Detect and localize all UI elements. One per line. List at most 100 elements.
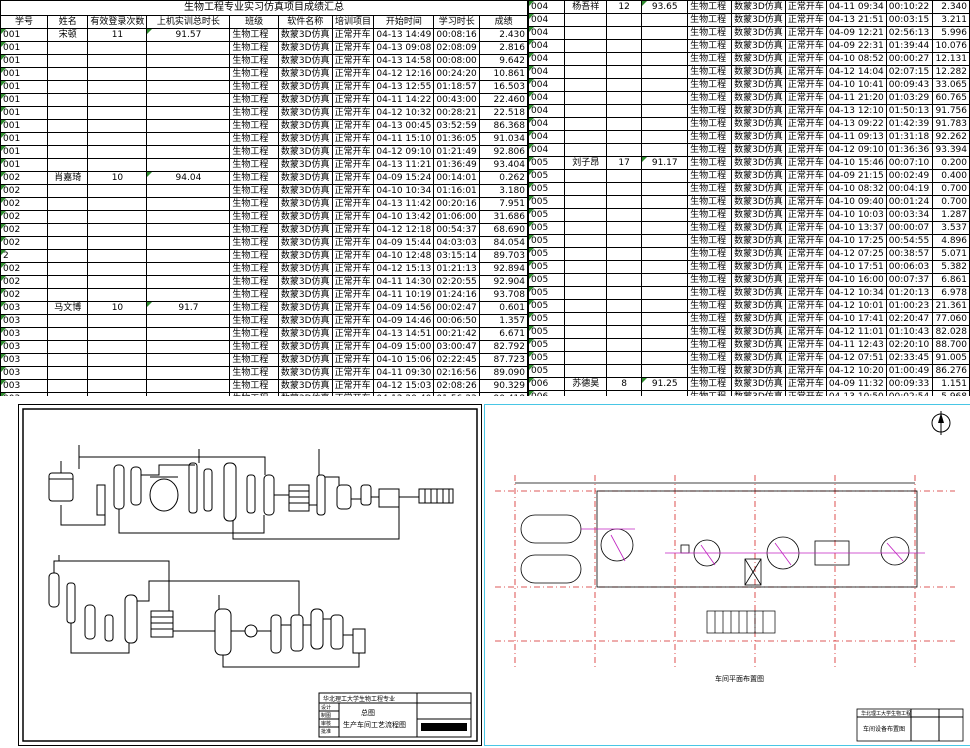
table-cell: 87.723 <box>479 353 528 367</box>
table-cell <box>641 208 689 222</box>
table-cell: 04-10 09:40 <box>825 195 887 209</box>
column-header: 软件名称 <box>277 15 333 29</box>
table-cell: 正常开车 <box>784 26 827 40</box>
table-cell: 正常开车 <box>331 93 375 107</box>
table-cell: 82.792 <box>479 340 528 354</box>
table-cell: 04-12 07:25 <box>825 247 887 261</box>
table-cell <box>47 119 89 133</box>
table-cell <box>87 158 148 172</box>
table-cell: 生物工程 <box>687 143 733 157</box>
table-cell: 生物工程 <box>229 379 279 393</box>
table-cell: 生物工程 <box>687 338 733 352</box>
table-cell: 生物工程 <box>229 28 279 42</box>
table-cell: 04-09 21:15 <box>825 169 887 183</box>
table-cell: 3.537 <box>931 221 970 235</box>
table-cell: 2.816 <box>479 41 528 55</box>
table-cell <box>146 314 231 328</box>
table-cell: 00:09:33 <box>885 377 933 391</box>
table-cell: 数蒙3D仿真 <box>277 392 333 396</box>
table-cell <box>47 158 89 172</box>
table-cell: 04-12 20:40 <box>373 392 435 396</box>
table-cell: 正常开车 <box>784 299 827 313</box>
table-cell <box>605 78 643 92</box>
table-cell: 数蒙3D仿真 <box>731 286 786 300</box>
table-cell: 生物工程 <box>687 260 733 274</box>
table-cell: 005 <box>528 325 566 339</box>
table-cell: 数蒙3D仿真 <box>277 184 333 198</box>
table-cell: 数蒙3D仿真 <box>277 314 333 328</box>
table-cell: 002 <box>0 223 49 237</box>
table-cell <box>605 286 643 300</box>
table-cell <box>605 299 643 313</box>
table-cell: 04-13 00:45 <box>373 119 435 133</box>
table-cell: 90.329 <box>479 379 528 393</box>
table-cell: 04-12 11:01 <box>825 325 887 339</box>
table-cell: 04-12 09:10 <box>373 145 435 159</box>
table-cell: 生物工程 <box>687 39 733 53</box>
table-cell: 31.686 <box>479 210 528 224</box>
table-cell: 生物工程 <box>687 273 733 287</box>
table-cell <box>564 182 607 196</box>
table-row: 005 生物工程 数蒙3D仿真 正常开车 04-10 10:03 00:03:34 1.28… <box>528 208 970 222</box>
table-cell <box>641 247 689 261</box>
table-cell: 正常开车 <box>331 158 375 172</box>
table-cell <box>641 273 689 287</box>
table-row: 005 生物工程 数蒙3D仿真 正常开车 04-10 08:32 00:04:19 0.70… <box>528 182 970 196</box>
table-cell <box>47 93 89 107</box>
table-cell: 01:10:43 <box>885 325 933 339</box>
table-cell: 7.951 <box>479 197 528 211</box>
table-cell: 04-10 15:06 <box>373 353 435 367</box>
table-cell: 正常开车 <box>784 104 827 118</box>
table-cell <box>641 182 689 196</box>
table-row: 001 生物工程 数蒙3D仿真 正常开车 04-11 14:22 00:43:00 22.4… <box>0 93 528 107</box>
table-cell <box>87 67 148 81</box>
table-cell: 005 <box>528 364 566 378</box>
table-cell: 01:50:13 <box>885 104 933 118</box>
table-cell: 正常开车 <box>331 132 375 146</box>
table-cell: 数蒙3D仿真 <box>731 130 786 144</box>
title-block-row: 批准 <box>321 728 331 735</box>
table-cell: 生物工程 <box>229 392 279 396</box>
table-row: 005 生物工程 数蒙3D仿真 正常开车 04-12 10:20 01:00:49 86.2… <box>528 364 970 378</box>
table-cell: 02:08:09 <box>433 41 481 55</box>
table-cell: 005 <box>528 195 566 209</box>
table-cell <box>47 249 89 263</box>
table-cell: 数蒙3D仿真 <box>277 236 333 250</box>
table-row: 003 生物工程 数蒙3D仿真 正常开车 04-10 15:06 02:22:45 87.7… <box>0 353 528 367</box>
table-cell <box>564 195 607 209</box>
table-row: 001 生物工程 数蒙3D仿真 正常开车 04-12 09:10 01:21:49 92.8… <box>0 145 528 159</box>
table-cell <box>564 13 607 27</box>
table-cell: 04-10 10:41 <box>825 78 887 92</box>
table-cell: 数蒙3D仿真 <box>731 299 786 313</box>
table-row: 005 生物工程 数蒙3D仿真 正常开车 04-10 17:51 00:06:03 5.38… <box>528 260 970 274</box>
table-row: 002 生物工程 数蒙3D仿真 正常开车 04-11 14:30 02:20:55 92.9… <box>0 275 528 289</box>
table-cell <box>87 392 148 396</box>
table-cell <box>605 117 643 131</box>
table-row: 003 生物工程 数蒙3D仿真 正常开车 04-11 09:30 02:16:56 89.0… <box>0 366 528 380</box>
table-cell <box>641 364 689 378</box>
table-cell: 00:03:34 <box>885 208 933 222</box>
table-cell: 生物工程 <box>687 13 733 27</box>
title-block-row: 制图 <box>321 712 331 719</box>
table-cell: 01:00:23 <box>885 299 933 313</box>
table-cell <box>564 78 607 92</box>
table-row: 001 生物工程 数蒙3D仿真 正常开车 04-13 12:55 01:18:57 16.5… <box>0 80 528 94</box>
table-cell <box>605 143 643 157</box>
table-cell: 5.382 <box>931 260 970 274</box>
table-cell <box>564 364 607 378</box>
table-cell <box>641 299 689 313</box>
table-cell: 2.340 <box>931 0 970 14</box>
table-cell: 马文博 <box>47 301 89 315</box>
table-row: 004 生物工程 数蒙3D仿真 正常开车 04-12 14:04 02:07:15 12.2… <box>528 65 970 79</box>
table-cell <box>564 104 607 118</box>
table-cell <box>641 221 689 235</box>
table-cell <box>146 41 231 55</box>
table-cell: 00:01:24 <box>885 195 933 209</box>
table-cell: 正常开车 <box>331 366 375 380</box>
table-cell: 数蒙3D仿真 <box>731 143 786 157</box>
table-cell: 12.131 <box>931 52 970 66</box>
table-cell: 02:20:47 <box>885 312 933 326</box>
table-cell: 17 <box>605 156 643 170</box>
table-row: 001 生物工程 数蒙3D仿真 正常开车 04-12 10:32 00:28:21 22.5… <box>0 106 528 120</box>
table-cell: 正常开车 <box>331 262 375 276</box>
